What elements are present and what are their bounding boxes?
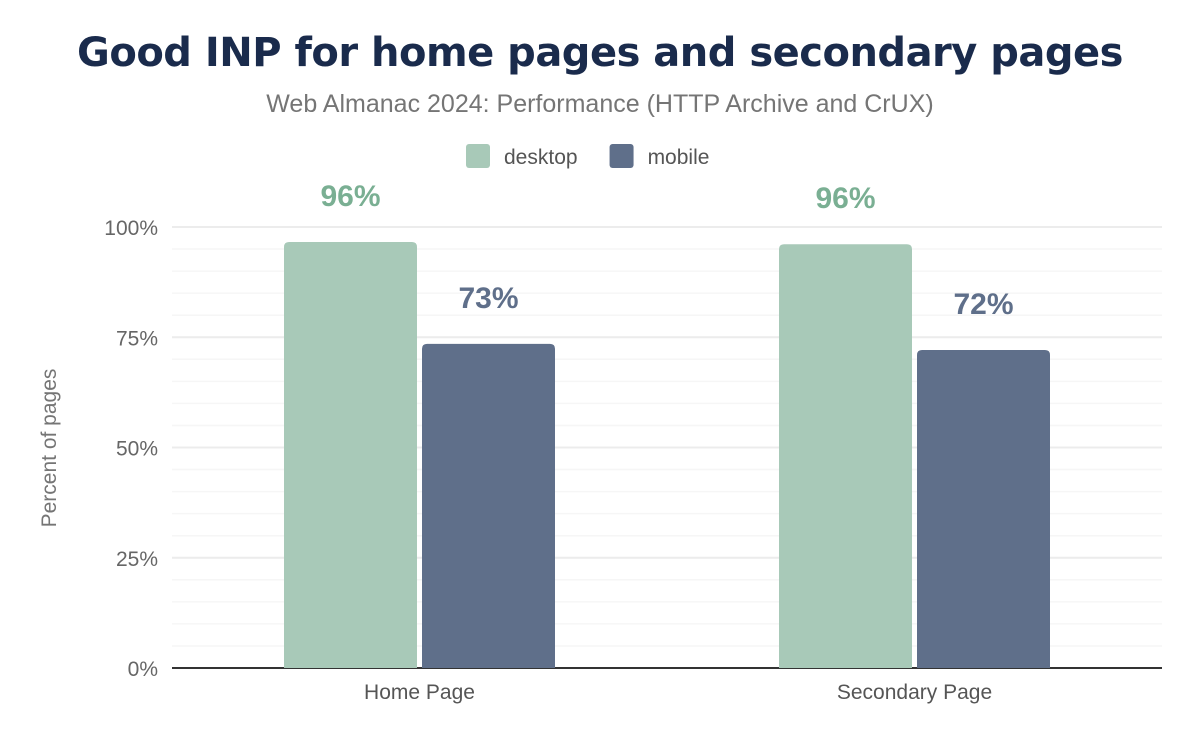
chart-subtitle: Web Almanac 2024: Performance (HTTP Arch… [266,90,934,118]
y-tick-label: 25% [116,548,158,571]
bar-mobile [917,350,1050,668]
data-label: 72% [953,288,1013,321]
y-tick-label: 75% [116,327,158,350]
bar-desktop [779,244,912,668]
data-label: 73% [458,282,518,315]
x-tick-label: Secondary Page [837,681,992,704]
y-tick-label: 50% [116,438,158,461]
legend-swatch-desktop [466,144,490,168]
bar-desktop [284,241,417,668]
chart-title: Good INP for home pages and secondary pa… [77,30,1123,76]
data-label: 96% [320,180,380,213]
y-tick-label: 0% [128,658,158,681]
data-label: 96% [815,182,875,215]
y-tick-label: 100% [104,217,158,240]
bar-mobile [422,343,555,668]
y-axis-label: Percent of pages [38,369,61,528]
legend-label-desktop: desktop [504,146,578,169]
x-tick-label: Home Page [364,681,475,704]
legend-swatch-mobile [609,144,634,168]
legend-label-mobile: mobile [648,146,710,169]
